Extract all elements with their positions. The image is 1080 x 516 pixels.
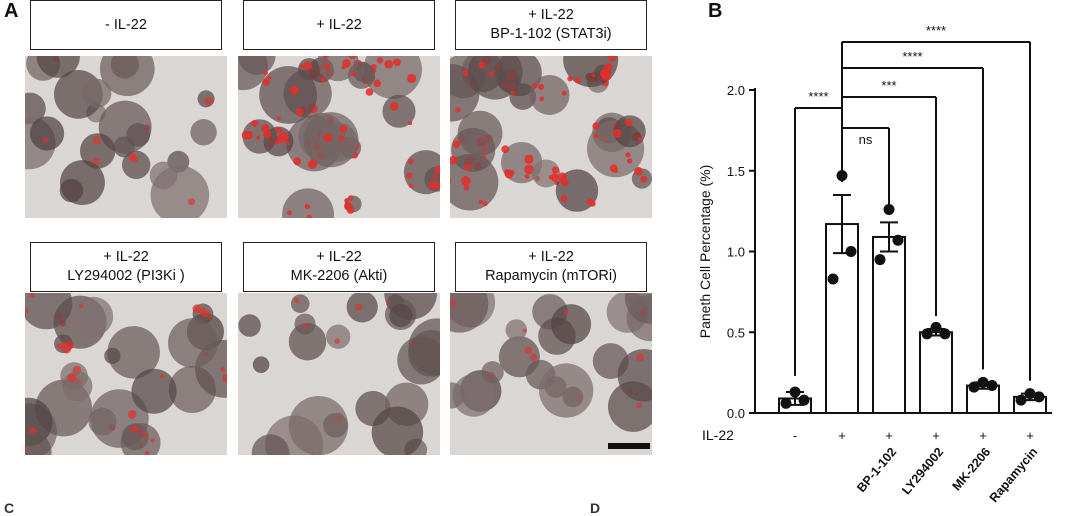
- organoid-micrograph: [450, 56, 652, 218]
- data-point: [846, 246, 857, 257]
- y-tick-label: 0.5: [727, 325, 745, 340]
- paneth-bar-chart: 0.0 0.5 1.0 1.5 2.0 Paneth Cell Percentage (%…: [680, 0, 1080, 511]
- organoid-micrograph: [25, 293, 227, 455]
- condition-label-box: - IL-22: [30, 0, 222, 50]
- data-point: [828, 273, 839, 284]
- data-point: [781, 398, 792, 409]
- data-point: [922, 328, 933, 339]
- y-axis-title: Paneth Cell Percentage (%): [697, 165, 713, 339]
- condition-label-line: + IL-22: [244, 248, 434, 267]
- significance-label: ****: [926, 23, 946, 38]
- category-label: BP-1-102: [854, 445, 899, 495]
- bar: [920, 332, 952, 413]
- y-tick-label: 1.5: [727, 164, 745, 179]
- significance-label: ***: [881, 78, 896, 93]
- data-point: [1034, 391, 1045, 402]
- category-label: Rapamycin: [987, 445, 1041, 505]
- scale-bar: [608, 443, 650, 449]
- y-tick-label: 2.0: [727, 83, 745, 98]
- data-point: [1016, 395, 1027, 406]
- data-point: [969, 382, 980, 393]
- condition-label-line: BP-1-102 (STAT3i): [456, 25, 646, 44]
- organoid-micrograph: [450, 293, 652, 455]
- data-point: [940, 328, 951, 339]
- condition-label-line: + IL-22: [244, 16, 434, 35]
- panel-d-letter-cropped: D: [590, 500, 600, 516]
- condition-label-line: - IL-22: [31, 16, 221, 35]
- data-point: [875, 254, 886, 265]
- panel-a-letter: A: [4, 0, 18, 23]
- panel-c-letter-cropped: C: [4, 500, 14, 516]
- organoid-micrograph: [238, 56, 440, 218]
- significance-label: ns: [859, 132, 873, 147]
- il22-mark: +: [979, 428, 987, 443]
- condition-label-line: + IL-22: [456, 6, 646, 25]
- data-point: [893, 235, 904, 246]
- data-point: [799, 395, 810, 406]
- category-label: LY294002: [899, 445, 946, 497]
- il22-mark: -: [793, 428, 797, 443]
- condition-label-line: LY294002 (PI3Ki ): [31, 267, 221, 286]
- organoid-micrograph: [238, 293, 440, 455]
- significance-label: ****: [902, 49, 922, 64]
- significance-label: ****: [808, 89, 828, 104]
- condition-label-line: Rapamycin (mTORi): [456, 267, 646, 286]
- il22-mark: +: [838, 428, 846, 443]
- organoid-micrograph: [25, 56, 227, 218]
- il22-row-label: IL-22: [702, 427, 734, 443]
- condition-label-line: + IL-22: [31, 248, 221, 267]
- data-point: [931, 322, 942, 333]
- il22-mark: +: [1026, 428, 1034, 443]
- il22-mark: +: [932, 428, 940, 443]
- condition-label-box: + IL-22: [243, 0, 435, 50]
- data-point: [987, 380, 998, 391]
- data-point: [790, 387, 801, 398]
- condition-label-line: + IL-22: [456, 248, 646, 267]
- y-tick-label: 1.0: [727, 245, 745, 260]
- category-label: MK-2206: [950, 445, 994, 493]
- y-tick-label: 0.0: [727, 406, 745, 421]
- condition-label-line: MK-2206 (Akti): [244, 267, 434, 286]
- il22-mark: +: [885, 428, 893, 443]
